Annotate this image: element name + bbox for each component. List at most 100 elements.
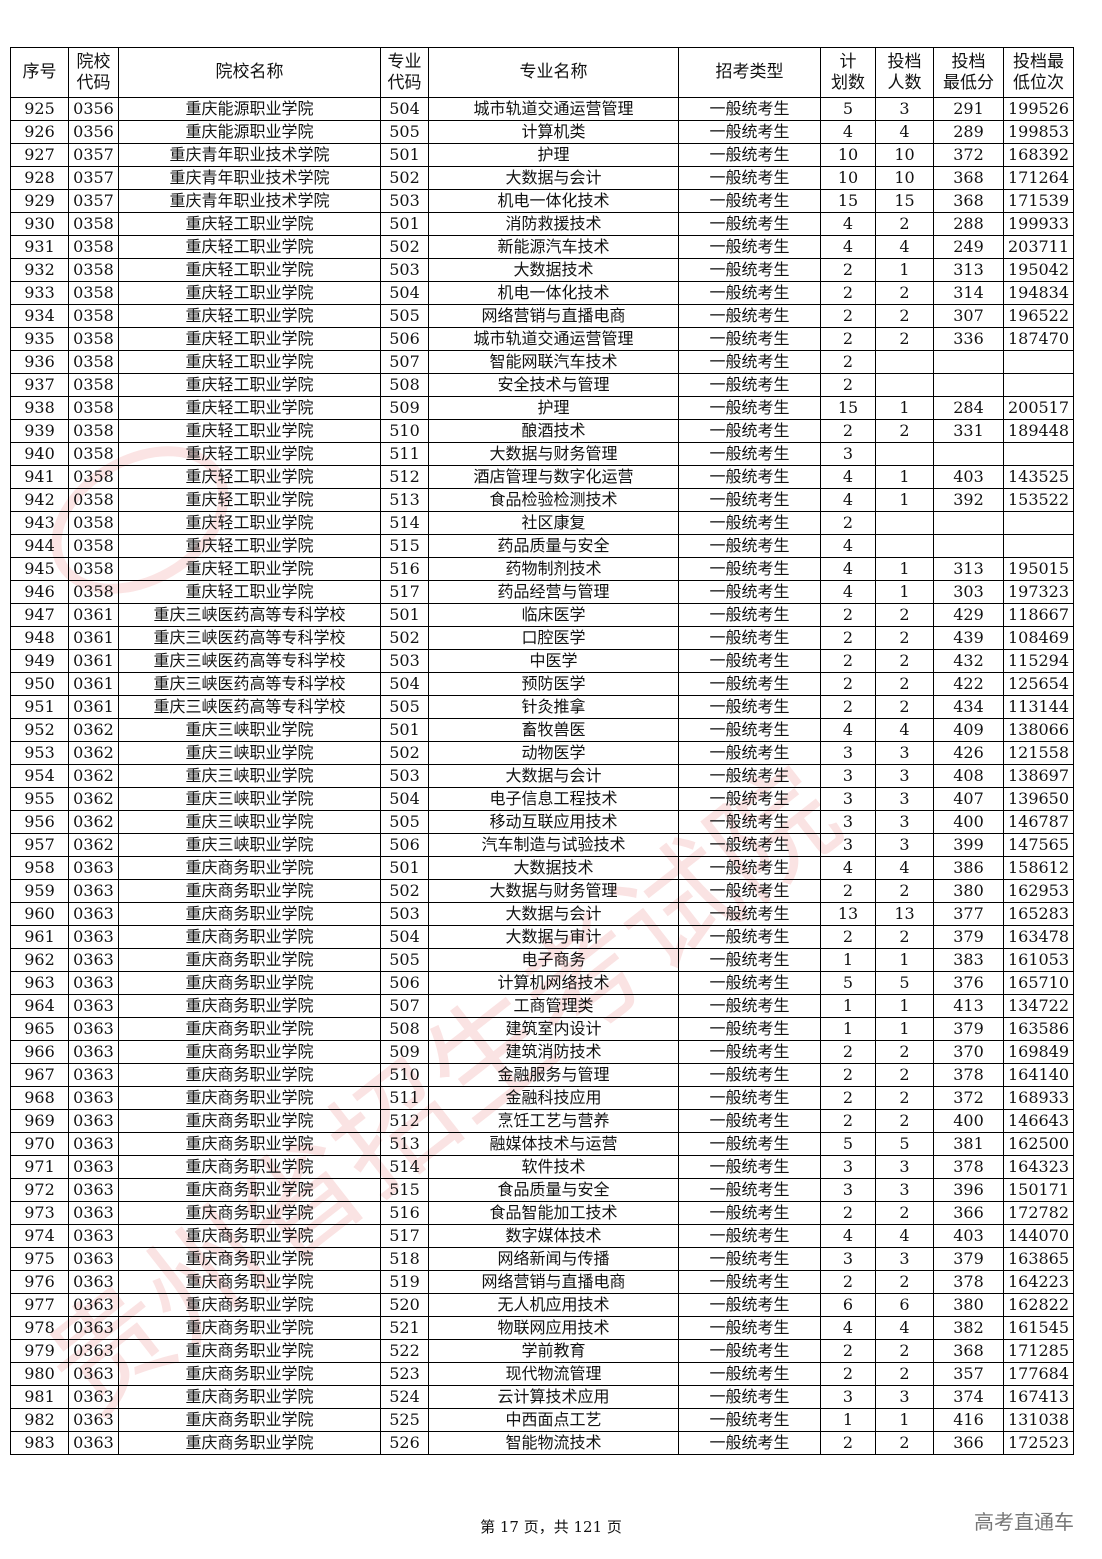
- cell-plan-count: 13: [820, 902, 876, 926]
- cell-seq: 973: [10, 1201, 69, 1225]
- cell-seq: 941: [10, 465, 69, 489]
- cell-seq: 969: [10, 1109, 69, 1133]
- cell-seq: 930: [10, 212, 69, 236]
- cell-school-code: 0363: [68, 1155, 119, 1179]
- table-row: 926 0356 重庆能源职业学院 505 计算机类 一般统考生 4 4 289 199853: [10, 120, 1074, 144]
- table-row: 977 0363 重庆商务职业学院 520 无人机应用技术 一般统考生 6 6 380 16282…: [10, 1293, 1074, 1317]
- cell-admitted-count: [875, 442, 934, 466]
- cell-min-rank: 187470: [1003, 327, 1074, 351]
- cell-major-name: 金融科技应用: [428, 1086, 679, 1110]
- cell-admitted-count: 2: [875, 1362, 934, 1386]
- cell-min-rank: 113144: [1003, 695, 1074, 719]
- cell-school-code: 0363: [68, 1178, 119, 1202]
- cell-admitted-count: 3: [875, 1155, 934, 1179]
- cell-seq: 927: [10, 143, 69, 167]
- table-row: 963 0363 重庆商务职业学院 506 计算机网络技术 一般统考生 5 5 376 16571…: [10, 971, 1074, 995]
- cell-min-score: [933, 534, 1004, 558]
- cell-min-score: 366: [933, 1201, 1004, 1225]
- cell-school-code: 0363: [68, 971, 119, 995]
- cell-major-code: 516: [380, 557, 429, 581]
- cell-min-rank: 134722: [1003, 994, 1074, 1018]
- cell-admitted-count: 1: [875, 488, 934, 512]
- cell-plan-count: 4: [820, 1224, 876, 1248]
- cell-school-code: 0358: [68, 488, 119, 512]
- cell-school-name: 重庆轻工职业学院: [118, 373, 381, 397]
- cell-exam-type: 一般统考生: [678, 281, 821, 305]
- cell-major-name: 烹饪工艺与营养: [428, 1109, 679, 1133]
- cell-min-rank: 172523: [1003, 1431, 1074, 1455]
- cell-seq: 975: [10, 1247, 69, 1271]
- cell-admitted-count: 10: [875, 143, 934, 167]
- cell-plan-count: 3: [820, 442, 876, 466]
- cell-major-name: 建筑消防技术: [428, 1040, 679, 1064]
- cell-admitted-count: 3: [875, 1247, 934, 1271]
- cell-admitted-count: 2: [875, 212, 934, 236]
- cell-school-code: 0363: [68, 1293, 119, 1317]
- cell-seq: 928: [10, 166, 69, 190]
- cell-major-name: 动物医学: [428, 741, 679, 765]
- cell-min-score: [933, 442, 1004, 466]
- cell-school-code: 0358: [68, 235, 119, 259]
- cell-school-name: 重庆三峡职业学院: [118, 833, 381, 857]
- cell-major-name: 网络新闻与传播: [428, 1247, 679, 1271]
- table-row: 950 0361 重庆三峡医药高等专科学校 504 预防医学 一般统考生 2 2 422 1256…: [10, 672, 1074, 696]
- cell-major-name: 物联网应用技术: [428, 1316, 679, 1340]
- table-row: 947 0361 重庆三峡医药高等专科学校 501 临床医学 一般统考生 2 2 429 1186…: [10, 603, 1074, 627]
- cell-min-rank: 197323: [1003, 580, 1074, 604]
- cell-min-score: 416: [933, 1408, 1004, 1432]
- cell-seq: 962: [10, 948, 69, 972]
- cell-major-code: 508: [380, 373, 429, 397]
- table-row: 955 0362 重庆三峡职业学院 504 电子信息工程技术 一般统考生 3 3 407 1396…: [10, 787, 1074, 811]
- cell-school-code: 0358: [68, 258, 119, 282]
- cell-admitted-count: [875, 534, 934, 558]
- table-row: 938 0358 重庆轻工职业学院 509 护理 一般统考生 15 1 284 200517: [10, 396, 1074, 420]
- cell-school-name: 重庆轻工职业学院: [118, 419, 381, 443]
- cell-min-score: 379: [933, 1017, 1004, 1041]
- cell-major-code: 506: [380, 833, 429, 857]
- table-row: 949 0361 重庆三峡医药高等专科学校 503 中医学 一般统考生 2 2 432 11529…: [10, 649, 1074, 673]
- cell-major-name: 网络营销与直播电商: [428, 304, 679, 328]
- cell-plan-count: 6: [820, 1293, 876, 1317]
- cell-plan-count: 15: [820, 189, 876, 213]
- cell-plan-count: 4: [820, 580, 876, 604]
- cell-seq: 976: [10, 1270, 69, 1294]
- cell-min-score: 368: [933, 189, 1004, 213]
- cell-major-name: 机电一体化技术: [428, 281, 679, 305]
- cell-min-rank: [1003, 511, 1074, 535]
- cell-school-name: 重庆商务职业学院: [118, 1270, 381, 1294]
- cell-major-name: 大数据与会计: [428, 764, 679, 788]
- cell-plan-count: 3: [820, 787, 876, 811]
- cell-seq: 948: [10, 626, 69, 650]
- cell-admitted-count: 2: [875, 603, 934, 627]
- cell-plan-count: 2: [820, 1339, 876, 1363]
- cell-school-code: 0362: [68, 833, 119, 857]
- cell-plan-count: 2: [820, 1086, 876, 1110]
- cell-major-name: 建筑室内设计: [428, 1017, 679, 1041]
- table-row: 944 0358 重庆轻工职业学院 515 药品质量与安全 一般统考生 4: [10, 534, 1074, 558]
- cell-plan-count: 3: [820, 764, 876, 788]
- cell-exam-type: 一般统考生: [678, 1385, 821, 1409]
- cell-plan-count: 2: [820, 327, 876, 351]
- cell-plan-count: 3: [820, 1178, 876, 1202]
- cell-school-code: 0363: [68, 856, 119, 880]
- cell-admitted-count: 3: [875, 741, 934, 765]
- cell-plan-count: 5: [820, 97, 876, 121]
- cell-seq: 956: [10, 810, 69, 834]
- table-row: 957 0362 重庆三峡职业学院 506 汽车制造与试验技术 一般统考生 3 3 399 147…: [10, 833, 1074, 857]
- cell-school-name: 重庆能源职业学院: [118, 120, 381, 144]
- cell-min-score: 380: [933, 1293, 1004, 1317]
- cell-major-name: 工商管理类: [428, 994, 679, 1018]
- cell-school-name: 重庆商务职业学院: [118, 994, 381, 1018]
- cell-school-name: 重庆商务职业学院: [118, 971, 381, 995]
- cell-min-rank: 139650: [1003, 787, 1074, 811]
- cell-school-code: 0363: [68, 1086, 119, 1110]
- cell-seq: 978: [10, 1316, 69, 1340]
- table-row: 983 0363 重庆商务职业学院 526 智能物流技术 一般统考生 2 2 366 172523: [10, 1431, 1074, 1455]
- cell-school-name: 重庆商务职业学院: [118, 1408, 381, 1432]
- cell-exam-type: 一般统考生: [678, 1017, 821, 1041]
- cell-seq: 974: [10, 1224, 69, 1248]
- cell-exam-type: 一般统考生: [678, 1132, 821, 1156]
- cell-min-score: 386: [933, 856, 1004, 880]
- table-row: 942 0358 重庆轻工职业学院 513 食品检验检测技术 一般统考生 4 1 392 1535…: [10, 488, 1074, 512]
- cell-exam-type: 一般统考生: [678, 810, 821, 834]
